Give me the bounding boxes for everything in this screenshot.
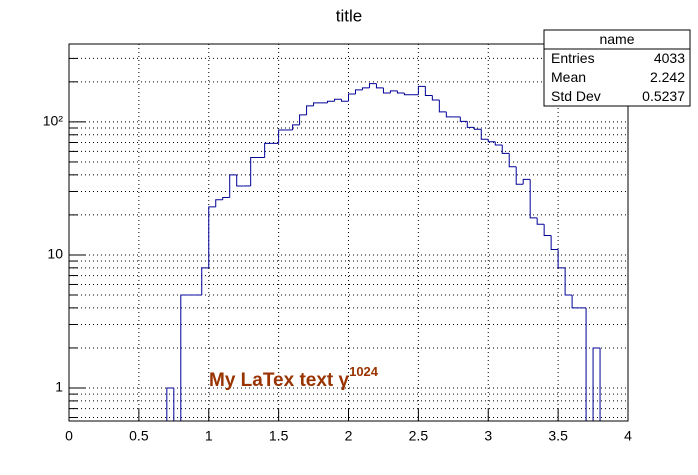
histogram-bin bbox=[278, 129, 286, 144]
x-tick-label: 0 bbox=[65, 428, 73, 444]
histogram-bin bbox=[403, 92, 412, 96]
histogram-bin bbox=[299, 114, 307, 125]
histogram-bin bbox=[341, 99, 349, 102]
annotation: My LaTex text γ1024 bbox=[209, 364, 379, 391]
x-tick-label: 2 bbox=[345, 428, 353, 444]
plot-frame bbox=[68, 43, 629, 422]
histogram-bin bbox=[417, 85, 426, 95]
stats-box bbox=[543, 29, 691, 107]
x-tick-label: 2.5 bbox=[409, 428, 429, 444]
histogram-bin bbox=[361, 87, 370, 90]
histogram-bin bbox=[215, 199, 223, 207]
histogram-bin bbox=[487, 139, 496, 143]
histogram-bin bbox=[550, 235, 559, 250]
histogram-bin bbox=[166, 387, 174, 421]
x-tick-label: 3 bbox=[484, 428, 492, 444]
histogram-bin bbox=[368, 83, 377, 88]
histogram-bin bbox=[208, 206, 216, 268]
y-tick-label: 1 bbox=[55, 379, 63, 395]
histogram-bin bbox=[389, 90, 398, 93]
histogram-bin bbox=[543, 224, 552, 237]
histogram-bin bbox=[494, 141, 503, 146]
histogram-bin bbox=[529, 179, 538, 219]
histogram-bin bbox=[431, 95, 440, 101]
histogram-bin bbox=[222, 197, 230, 200]
histogram-bin bbox=[571, 295, 580, 309]
y-tick-label: 10 bbox=[47, 246, 63, 262]
x-tick-label: 1 bbox=[205, 428, 213, 444]
histogram-bin bbox=[229, 174, 237, 198]
histogram-bin bbox=[459, 116, 468, 122]
histogram-bin bbox=[445, 111, 454, 118]
histogram-bin bbox=[536, 217, 545, 225]
histogram-bin bbox=[473, 127, 482, 130]
stats-label: Entries bbox=[551, 50, 595, 66]
histogram-bin bbox=[522, 178, 531, 185]
histogram-bin bbox=[396, 90, 405, 94]
x-tick-label: 4 bbox=[624, 428, 632, 444]
histogram-bin bbox=[382, 87, 391, 94]
histogram-bin bbox=[250, 157, 258, 186]
histogram-bin bbox=[354, 89, 363, 95]
histogram-bin bbox=[592, 347, 601, 421]
histogram-bin bbox=[313, 102, 321, 106]
annotation-text: My LaTex text γ bbox=[209, 370, 350, 391]
histogram-bin bbox=[180, 294, 188, 421]
histogram-bin bbox=[438, 100, 447, 113]
histogram-bin bbox=[466, 121, 475, 128]
x-tick-label: 0.5 bbox=[129, 428, 149, 444]
stats-title: name bbox=[599, 31, 634, 47]
x-tick-label: 1.5 bbox=[269, 428, 289, 444]
chart-title: title bbox=[336, 6, 362, 25]
histogram-bin bbox=[201, 267, 209, 296]
stats-label: Mean bbox=[551, 69, 586, 85]
annotation-superscript: 1024 bbox=[349, 364, 379, 379]
histogram-bin bbox=[564, 267, 573, 296]
histogram-bin bbox=[264, 142, 272, 158]
stats-value: 2.242 bbox=[650, 69, 685, 85]
y-tick-label: 10² bbox=[43, 113, 64, 129]
stats-value: 0.5237 bbox=[642, 88, 685, 104]
histogram-bin bbox=[306, 105, 314, 115]
stats-label: Std Dev bbox=[551, 88, 601, 104]
histogram-bin bbox=[424, 86, 433, 96]
histogram-bin bbox=[292, 124, 300, 130]
histogram-bin bbox=[327, 100, 335, 103]
histogram-bin bbox=[557, 249, 566, 269]
stats-value: 4033 bbox=[654, 50, 685, 66]
histogram-bin bbox=[508, 153, 517, 168]
histogram-bin bbox=[515, 166, 524, 185]
histogram-bin bbox=[375, 83, 384, 89]
histogram-bin bbox=[334, 98, 342, 102]
x-tick-label: 3.5 bbox=[548, 428, 568, 444]
histogram-bin bbox=[236, 174, 244, 187]
histogram-bin bbox=[480, 129, 489, 140]
histogram-bin bbox=[348, 93, 356, 102]
histogram-bin bbox=[501, 145, 510, 154]
